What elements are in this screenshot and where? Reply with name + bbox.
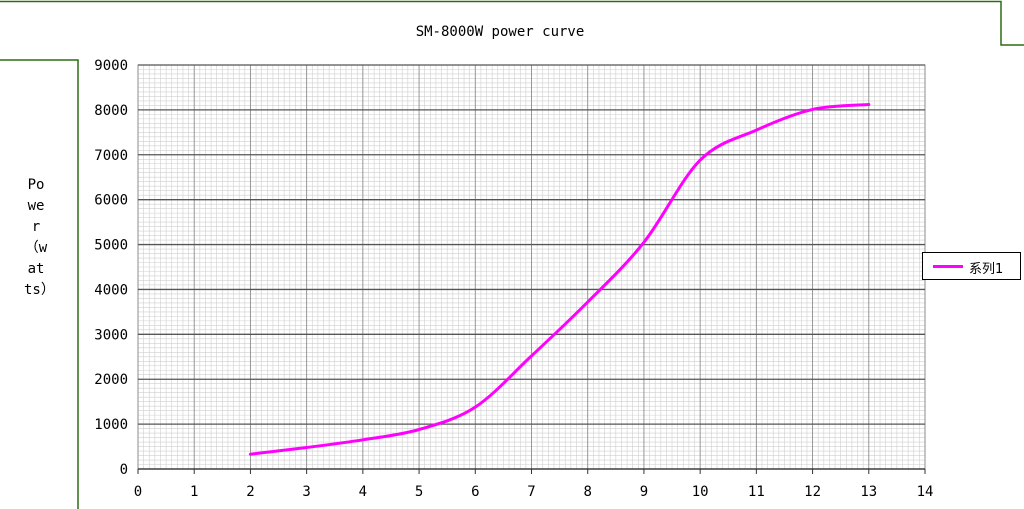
- y-axis-tick-labels: 0 1000 2000 3000 4000 5000 6000 7000 8000 9000: [94, 58, 128, 478]
- x-axis-tick-labels: 0 1 2 3 4 5 6 7 8 9 10 11 12 13 14: [134, 484, 934, 500]
- plot-area: [137, 64, 926, 474]
- chart-area-border-top: [0, 0, 1024, 46]
- chart-area-border-left: [0, 59, 79, 509]
- x-tick-label: 5: [415, 484, 423, 500]
- x-tick-label: 3: [302, 484, 310, 500]
- legend-label: 系列1: [969, 262, 1004, 277]
- y-tick-label: 2000: [94, 372, 128, 388]
- y-axis-label: Power（watts）: [24, 177, 55, 298]
- series-lines: [248, 103, 871, 456]
- legend-swatch: [933, 265, 963, 268]
- y-tick-label: 1000: [94, 417, 128, 433]
- x-tick-label: 4: [359, 484, 367, 500]
- y-tick-label: 4000: [94, 282, 128, 298]
- x-tick-label: 10: [692, 484, 709, 500]
- chart-title: SM-8000W power curve: [415, 24, 585, 40]
- x-tick-label: 13: [860, 484, 877, 500]
- x-tick-label: 6: [471, 484, 479, 500]
- legend: 系列1: [922, 252, 1021, 280]
- y-tick-label: 3000: [94, 327, 128, 343]
- series-line: [248, 103, 871, 456]
- y-tick-label: 0: [120, 462, 128, 478]
- y-tick-label: 6000: [94, 193, 128, 209]
- x-tick-label: 14: [917, 484, 934, 500]
- x-tick-label: 2: [246, 484, 254, 500]
- x-tick-label: 11: [748, 484, 765, 500]
- y-tick-label: 5000: [94, 238, 128, 254]
- y-tick-label: 7000: [94, 148, 128, 164]
- x-tick-label: 7: [527, 484, 535, 500]
- x-tick-label: 9: [640, 484, 648, 500]
- y-tick-label: 9000: [94, 58, 128, 74]
- x-tick-label: 1: [190, 484, 198, 500]
- x-tick-label: 0: [134, 484, 142, 500]
- y-tick-label: 8000: [94, 103, 128, 119]
- x-tick-label: 8: [583, 484, 591, 500]
- x-tick-label: 12: [804, 484, 821, 500]
